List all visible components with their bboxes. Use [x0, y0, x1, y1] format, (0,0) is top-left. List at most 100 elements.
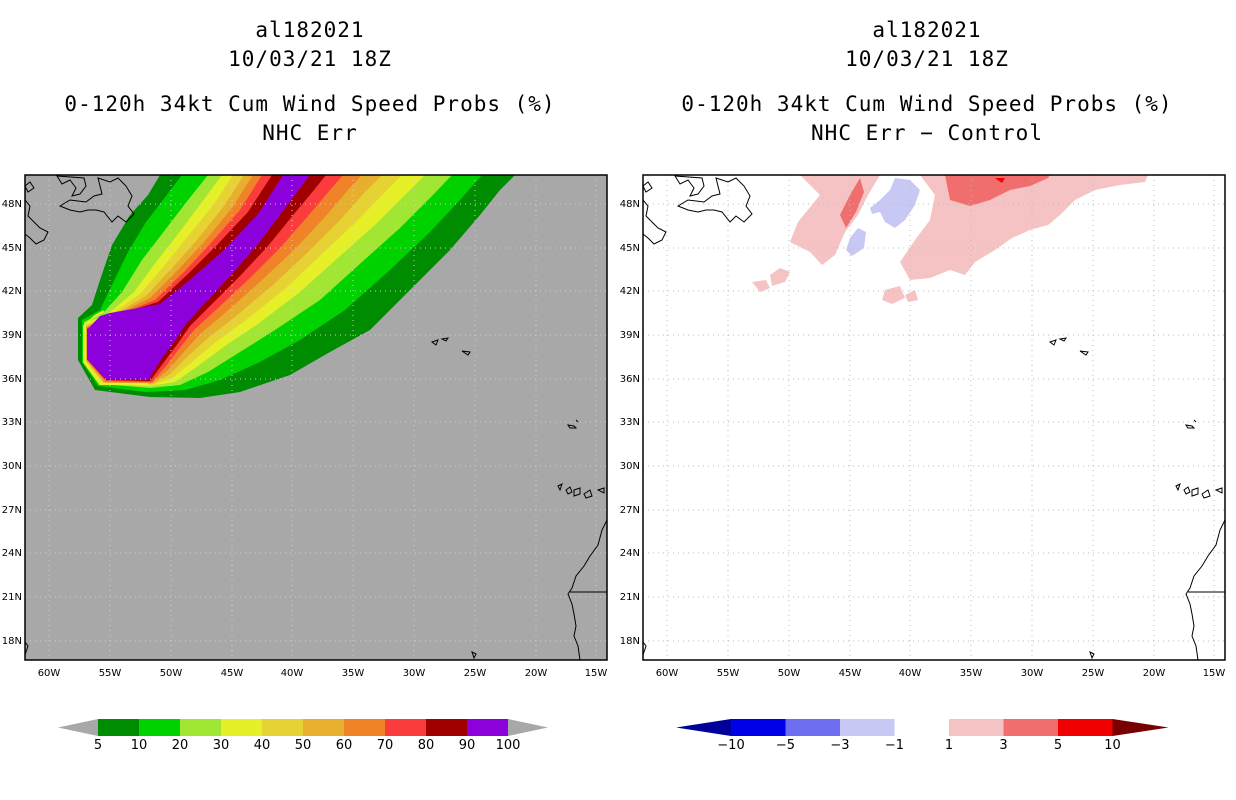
right-lon-label: 40W [899, 668, 922, 679]
right-map [642, 174, 1226, 661]
left-lon-label: 45W [221, 668, 244, 679]
right-colorbar-label: −3 [830, 738, 849, 753]
right-colorbar-low-arrow [676, 719, 731, 736]
left-lat-label: 30N [2, 461, 22, 472]
left-gridlines [25, 175, 607, 660]
left-lat-label: 48N [2, 199, 22, 210]
left-colorbar-high-arrow [508, 719, 548, 736]
left-lat-label: 24N [2, 548, 22, 559]
axis-labels: 48N 45N 42N 39N 36N 33N 30N 27N 24N 21N 18N 60W 55W 5… [2, 199, 1226, 679]
left-colorbar-label: 80 [418, 738, 435, 753]
left-colorbar-swatch [426, 719, 467, 736]
left-lon-label: 50W [160, 668, 183, 679]
right-lon-label: 20W [1143, 668, 1166, 679]
right-colorbar-label: 3 [999, 738, 1007, 753]
right-lat-label: 21N [620, 592, 640, 603]
left-lon-label: 30W [403, 668, 426, 679]
right-lon-label: 15W [1203, 668, 1226, 679]
left-lat-label: 33N [2, 417, 22, 428]
left-lat-label: 36N [2, 374, 22, 385]
right-colorbar-high-arrow [1112, 719, 1169, 736]
left-lon-label: 40W [281, 668, 304, 679]
right-lon-label: 35W [960, 668, 983, 679]
left-colorbar-swatch [385, 719, 426, 736]
left-lon-label: 60W [38, 668, 61, 679]
right-lon-label: 45W [839, 668, 862, 679]
left-colorbar: 5 10 20 30 40 50 60 70 80 90 100 [58, 719, 548, 753]
left-lon-label: 55W [99, 668, 122, 679]
right-lat-label: 30N [620, 461, 640, 472]
left-colorbar-swatch [221, 719, 262, 736]
right-lon-label: 60W [656, 668, 679, 679]
right-datetime: 10/03/21 18Z [845, 47, 1009, 71]
left-storm-id: al182021 [255, 18, 365, 42]
right-colorbar-swatch [1003, 719, 1058, 736]
left-map-frame [24, 174, 608, 661]
left-lat-label: 21N [2, 592, 22, 603]
right-lon-label: 55W [717, 668, 740, 679]
right-colorbar-swatch [949, 719, 1004, 736]
left-colorbar-swatch [467, 719, 508, 736]
right-gridlines [643, 175, 1225, 660]
right-lat-label: 39N [620, 330, 640, 341]
left-colorbar-swatch [303, 719, 344, 736]
right-colorbar-label: −5 [776, 738, 795, 753]
right-colorbar-label: −1 [885, 738, 904, 753]
left-colorbar-swatch [139, 719, 180, 736]
left-colorbar-label: 40 [254, 738, 271, 753]
left-product: 0-120h 34kt Cum Wind Speed Probs (%) [64, 92, 556, 116]
right-lon-label: 50W [778, 668, 801, 679]
right-colorbar-swatch [894, 719, 949, 736]
right-product: 0-120h 34kt Cum Wind Speed Probs (%) [681, 92, 1173, 116]
right-difference-contours [752, 175, 1148, 304]
left-colorbar-swatch [344, 719, 385, 736]
left-colorbar-low-arrow [58, 719, 98, 736]
right-colorbar-swatch [840, 719, 895, 736]
right-lat-label: 42N [620, 286, 640, 297]
right-colorbar-swatch [785, 719, 840, 736]
right-subtitle: NHC Err − Control [811, 121, 1043, 145]
right-lat-label: 48N [620, 199, 640, 210]
left-lat-label: 18N [2, 636, 22, 647]
right-lon-label: 25W [1082, 668, 1105, 679]
left-colorbar-label: 100 [496, 738, 521, 753]
left-colorbar-label: 20 [172, 738, 189, 753]
left-colorbar-swatch [180, 719, 221, 736]
left-colorbar-label: 70 [377, 738, 394, 753]
right-lat-label: 33N [620, 417, 640, 428]
left-colorbar-swatch [262, 719, 303, 736]
right-colorbar-label: −10 [717, 738, 744, 753]
left-colorbar-label: 5 [94, 738, 102, 753]
left-colorbar-label: 90 [459, 738, 476, 753]
left-colorbar-label: 10 [131, 738, 148, 753]
right-lon-label: 30W [1021, 668, 1044, 679]
right-lat-label: 45N [620, 243, 640, 254]
right-colorbar-swatch [1058, 719, 1113, 736]
left-colorbar-label: 60 [336, 738, 353, 753]
left-subtitle: NHC Err [262, 121, 358, 145]
right-title: al182021 10/03/21 18Z 0-120h 34kt Cum Wi… [627, 16, 1227, 148]
right-map-frame [642, 174, 1226, 661]
right-colorbar-label: 5 [1054, 738, 1062, 753]
right-storm-id: al182021 [872, 18, 982, 42]
right-colorbar-label: 1 [945, 738, 953, 753]
right-lat-label: 27N [620, 505, 640, 516]
left-lat-label: 42N [2, 286, 22, 297]
left-lat-label: 27N [2, 505, 22, 516]
right-lat-label: 36N [620, 374, 640, 385]
right-colorbar-label: 10 [1104, 738, 1121, 753]
left-colorbar-swatch [98, 719, 139, 736]
left-lat-label: 39N [2, 330, 22, 341]
left-lon-label: 35W [342, 668, 365, 679]
left-datetime: 10/03/21 18Z [228, 47, 392, 71]
right-colorbar-swatch [731, 719, 786, 736]
right-colorbar: −10 −5 −3 −1 1 3 5 10 [676, 719, 1169, 753]
left-title: al182021 10/03/21 18Z 0-120h 34kt Cum Wi… [10, 16, 610, 148]
left-lon-label: 15W [585, 668, 608, 679]
left-lon-label: 20W [525, 668, 548, 679]
left-lat-label: 45N [2, 243, 22, 254]
left-map [24, 174, 608, 661]
right-lat-label: 18N [620, 636, 640, 647]
left-colorbar-label: 30 [213, 738, 230, 753]
